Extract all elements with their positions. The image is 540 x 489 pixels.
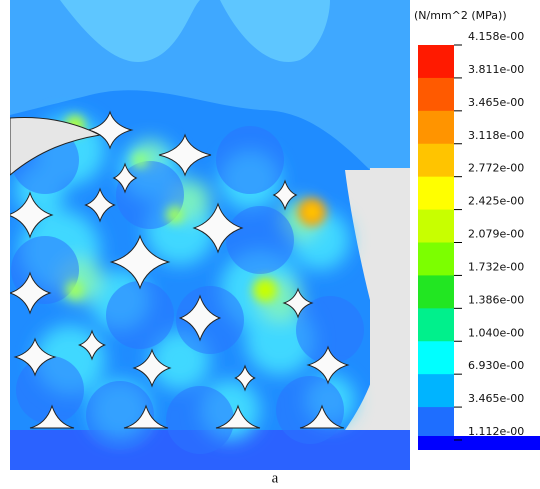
- cutout: [13, 337, 57, 377]
- hotspot: [166, 206, 184, 224]
- cutout: [123, 404, 169, 429]
- cutout: [192, 202, 244, 254]
- cutout: [10, 191, 54, 239]
- cutout: [112, 162, 138, 194]
- legend-band: [418, 77, 454, 112]
- cutout: [215, 404, 261, 429]
- legend-label: 1.040e-00: [468, 326, 524, 339]
- legend-label: 3.118e-00: [468, 129, 524, 142]
- cutout: [306, 345, 350, 385]
- cutout: [299, 404, 345, 429]
- legend-label: 1.732e-00: [468, 260, 524, 273]
- hotspot: [66, 281, 84, 299]
- legend-label: 4.158e-00: [468, 30, 524, 43]
- cutout: [84, 187, 116, 223]
- legend-label: 3.811e-00: [468, 63, 524, 76]
- particle: [106, 281, 174, 349]
- contour-plot: [10, 0, 410, 470]
- legend-label: 1.386e-00: [468, 293, 524, 306]
- cutout: [178, 294, 222, 342]
- cutout: [86, 110, 134, 150]
- cutout: [132, 348, 172, 388]
- legend-label: 3.465e-00: [468, 392, 524, 405]
- legend-band: [418, 242, 454, 276]
- legend-band: [418, 143, 454, 178]
- legend-label: 3.465e-00: [468, 96, 524, 109]
- legend-band: [418, 275, 454, 309]
- legend-band: [418, 308, 454, 342]
- particle: [16, 356, 84, 424]
- particle: [216, 126, 284, 194]
- legend-band: [418, 45, 454, 79]
- cutout: [282, 287, 314, 319]
- particle: [226, 206, 294, 274]
- cutout: [158, 133, 212, 177]
- caption: a: [272, 470, 279, 486]
- legend-band: [418, 176, 454, 211]
- legend-unit: (N/mm^2 (MPa)): [414, 9, 507, 22]
- cutout: [234, 364, 256, 392]
- legend-label: 6.930e-00: [468, 359, 524, 372]
- hotspot: [305, 205, 319, 219]
- legend-label: 2.079e-00: [468, 228, 524, 241]
- particle: [86, 381, 154, 449]
- legend-band: [418, 110, 454, 145]
- legend-band: [418, 374, 454, 408]
- hotspot: [253, 278, 277, 302]
- legend-label: 1.112e-00: [468, 425, 524, 438]
- legend-label: 2.772e-00: [468, 162, 524, 175]
- cutout: [10, 271, 52, 315]
- legend-band: [418, 436, 540, 450]
- cutout: [78, 329, 106, 361]
- particle: [166, 386, 234, 454]
- particle: [296, 296, 364, 364]
- cutout: [10, 116, 102, 176]
- cutout: [272, 179, 298, 211]
- legend-band: [418, 407, 454, 441]
- particle: [276, 376, 344, 444]
- cutout: [29, 404, 75, 429]
- legend-label: 2.425e-00: [468, 195, 524, 208]
- cutout: [109, 234, 171, 290]
- hotspot: [132, 152, 148, 168]
- legend-band: [418, 209, 454, 243]
- legend-band: [418, 341, 454, 375]
